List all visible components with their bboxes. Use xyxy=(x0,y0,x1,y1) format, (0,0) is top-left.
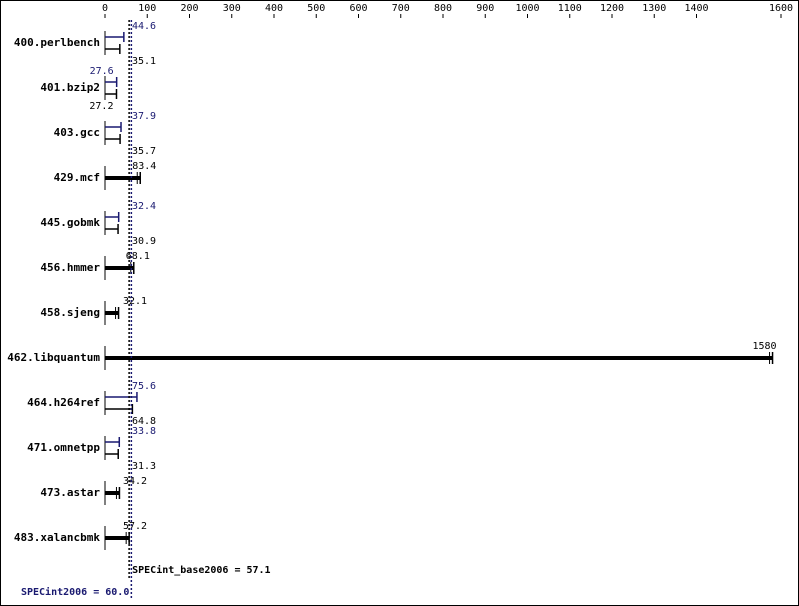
category-label: 403.gcc xyxy=(54,126,100,139)
category-label: 471.omnetpp xyxy=(27,441,100,454)
value-label: 44.6 xyxy=(132,21,156,32)
value-label: 32.4 xyxy=(132,201,156,212)
bar xyxy=(105,176,141,180)
value-label: 35.1 xyxy=(132,56,156,67)
x-tick-label: 700 xyxy=(392,3,410,14)
value-label: 37.9 xyxy=(132,111,156,122)
bar xyxy=(105,536,130,540)
x-tick-label: 1600 xyxy=(769,3,793,14)
x-tick-label: 600 xyxy=(349,3,367,14)
category-label: 401.bzip2 xyxy=(40,81,100,94)
value-label: 31.3 xyxy=(132,461,156,472)
value-label: 30.9 xyxy=(132,236,156,247)
category-label: 483.xalancbmk xyxy=(14,531,100,544)
category-label: 445.gobmk xyxy=(40,216,100,229)
value-label: 83.4 xyxy=(132,161,156,172)
value-label: 35.7 xyxy=(132,146,156,157)
x-tick-label: 1200 xyxy=(600,3,624,14)
category-label: 456.hmmer xyxy=(40,261,100,274)
category-label: 400.perlbench xyxy=(14,36,100,49)
value-label: 64.8 xyxy=(132,416,156,427)
bar xyxy=(105,311,119,315)
value-label: 68.1 xyxy=(126,251,150,262)
x-tick-label: 300 xyxy=(223,3,241,14)
x-tick-label: 800 xyxy=(434,3,452,14)
x-tick-label: 1300 xyxy=(642,3,666,14)
x-tick-label: 100 xyxy=(138,3,156,14)
value-label: 1580 xyxy=(752,341,776,352)
x-tick-label: 900 xyxy=(476,3,494,14)
x-tick-label: 1000 xyxy=(515,3,539,14)
x-tick-label: 200 xyxy=(180,3,198,14)
value-label: 57.2 xyxy=(123,521,147,532)
reference-label: SPECint_base2006 = 57.1 xyxy=(132,564,270,576)
category-label: 462.libquantum xyxy=(7,351,100,364)
value-label: 27.6 xyxy=(90,66,114,77)
category-label: 429.mcf xyxy=(54,171,100,184)
x-tick-label: 1400 xyxy=(684,3,708,14)
value-label: 33.8 xyxy=(132,426,156,437)
value-label: 32.1 xyxy=(123,296,147,307)
x-tick-label: 400 xyxy=(265,3,283,14)
category-label: 473.astar xyxy=(40,486,100,499)
value-label: 34.2 xyxy=(123,476,147,487)
category-label: 458.sjeng xyxy=(40,306,100,319)
reference-label: SPECint2006 = 60.0 xyxy=(21,586,129,598)
value-label: 75.6 xyxy=(132,381,156,392)
x-tick-label: 500 xyxy=(307,3,325,14)
x-tick-label: 0 xyxy=(102,3,108,14)
value-label: 27.2 xyxy=(89,101,113,112)
x-tick-label: 1100 xyxy=(558,3,582,14)
bar xyxy=(105,491,120,495)
bar xyxy=(105,356,773,360)
category-label: 464.h264ref xyxy=(27,396,100,409)
bar xyxy=(105,266,134,270)
